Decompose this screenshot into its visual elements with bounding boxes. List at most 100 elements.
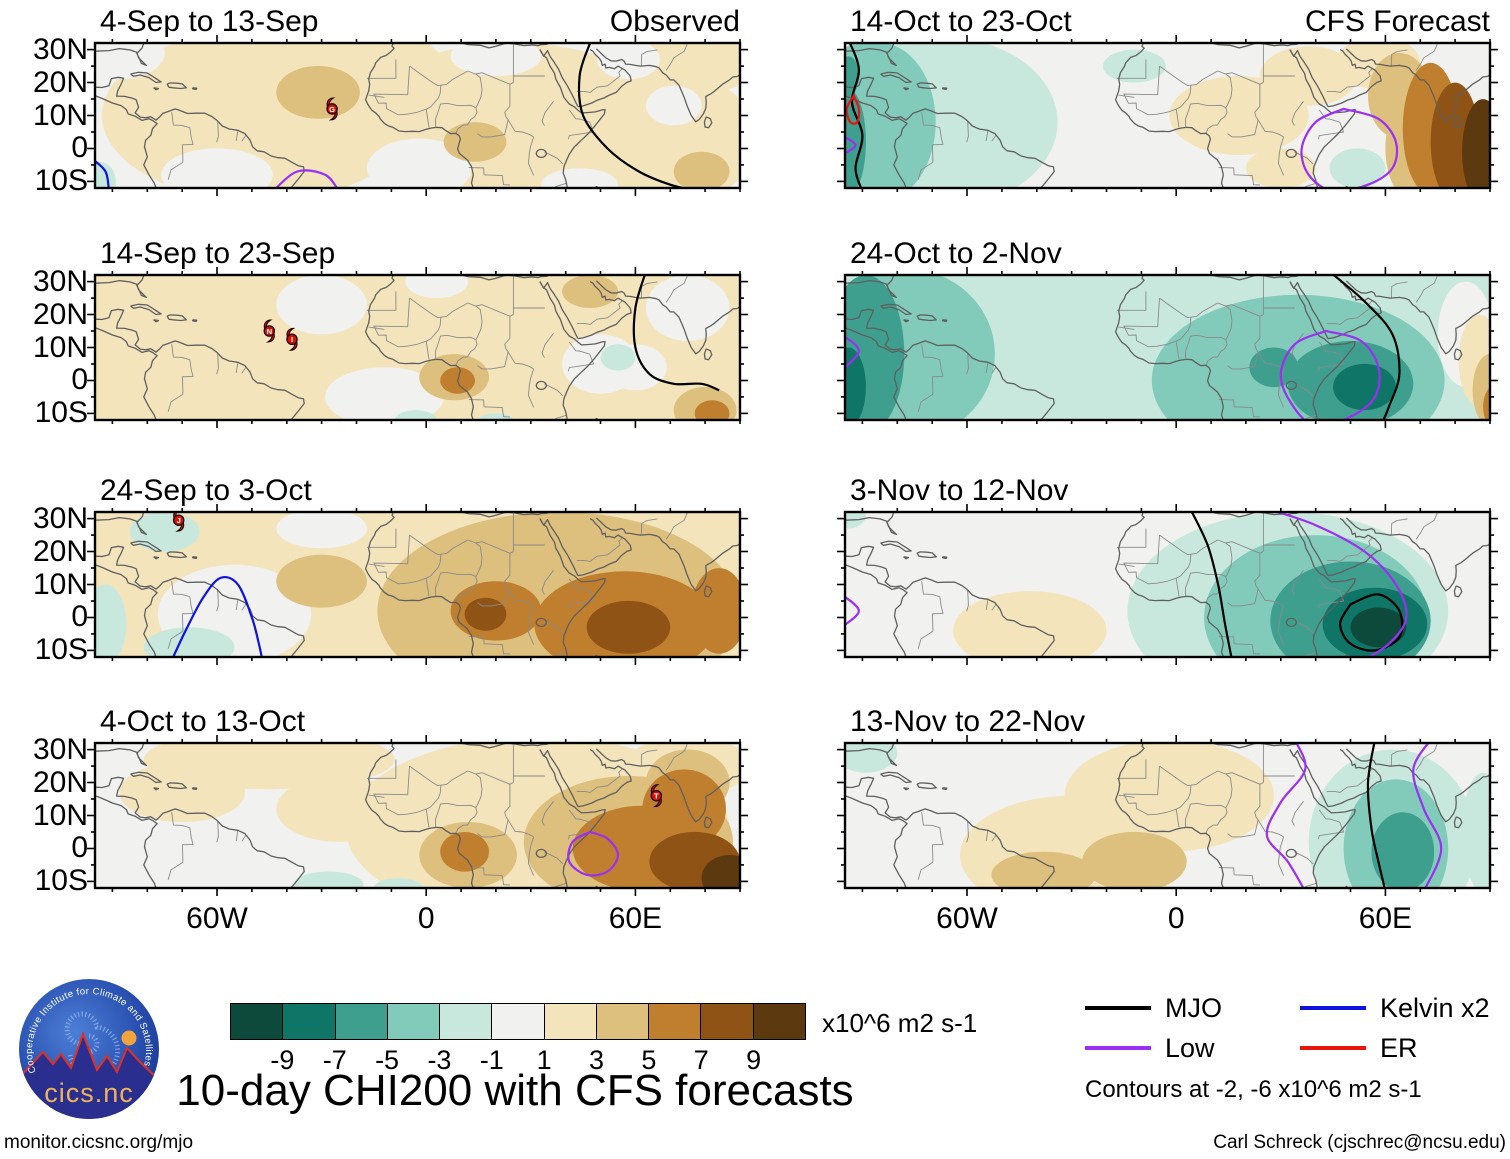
country-borders <box>167 743 689 888</box>
map-field: G <box>95 43 740 188</box>
low-contour <box>845 595 861 627</box>
lat-axis-label: 20N <box>32 65 88 99</box>
panel-title: 24-Sep to 3-Oct <box>100 474 312 507</box>
kelvin-contour <box>172 575 263 657</box>
map-panel-3: T <box>87 735 748 896</box>
kelvin-contour <box>95 159 110 188</box>
country-borders <box>917 512 1439 657</box>
kelvin-line-swatch <box>1300 1006 1366 1010</box>
panel-title: 4-Sep to 13-Sep <box>100 5 319 38</box>
colorbar-cell <box>544 1004 597 1039</box>
lat-axis-label: 30N <box>32 501 88 535</box>
lat-axis-label: 10N <box>32 798 88 832</box>
mjo-contour <box>632 275 720 392</box>
svg-text:N: N <box>267 327 272 336</box>
country-borders <box>167 275 689 420</box>
map-field <box>845 743 1490 888</box>
column-source-label: Observed <box>609 5 740 38</box>
tropical-cyclone-icon: I <box>286 327 298 351</box>
coastlines <box>95 512 740 657</box>
mjo-contour <box>1331 275 1401 420</box>
map-field <box>845 43 1490 188</box>
tropical-cyclone-icon: T <box>650 784 663 808</box>
coastlines <box>95 275 740 420</box>
panel-frame <box>93 510 742 659</box>
mjo-contour <box>848 43 864 188</box>
lat-axis-label: 20N <box>32 297 88 331</box>
map-field: N I <box>95 275 740 420</box>
panel-frame <box>843 510 1492 659</box>
footer-url[interactable]: monitor.cicsnc.org/mjo <box>4 1132 194 1153</box>
tropical-cyclone-icon: J <box>172 512 185 532</box>
panel-title: 13-Nov to 22-Nov <box>850 705 1086 738</box>
panel-frame <box>93 273 742 422</box>
country-borders <box>917 275 1439 420</box>
panel-title: 3-Nov to 12-Nov <box>850 474 1069 507</box>
low-line-swatch <box>1085 1046 1151 1050</box>
tropical-cyclone-icon: G <box>326 97 338 121</box>
colorbar-tick-label: 9 <box>746 1045 762 1075</box>
map-panel-0: G <box>87 35 748 196</box>
column-source-label: CFS Forecast <box>1304 5 1490 38</box>
axis-ticks <box>87 735 748 896</box>
colorbar-tick-label: -7 <box>322 1045 347 1075</box>
colorbar-units: x10^6 m2 s-1 <box>822 1008 978 1038</box>
country-borders <box>167 43 689 188</box>
colorbar-tick-label: 1 <box>536 1045 552 1075</box>
svg-text:T: T <box>654 792 659 801</box>
low-contour <box>1300 107 1399 188</box>
coastlines <box>95 743 740 888</box>
map-panel-4 <box>837 35 1498 196</box>
legend-item-kelvin: Kelvin x2 <box>1300 988 1510 1028</box>
tropical-cyclone-icon: N <box>263 319 276 343</box>
lon-axis-label: 0 <box>1167 902 1185 935</box>
svg-text:G: G <box>329 105 335 114</box>
panel-title: 14-Oct to 23-Oct <box>850 5 1072 38</box>
lat-axis-label: 0 <box>71 363 88 397</box>
legend-item-mjo: MJO <box>1085 988 1300 1028</box>
footer-credit: Carl Schreck (cjschrec@ncsu.edu) <box>1213 1132 1506 1153</box>
colorbar-tick-label: -5 <box>375 1045 400 1075</box>
map-panel-2: J <box>87 504 748 665</box>
mjo-contour <box>1338 593 1404 652</box>
panel-frame <box>93 41 742 190</box>
colorbar-cell <box>649 1004 702 1039</box>
low-contour <box>1279 329 1381 420</box>
logo-wordmark: cics.nc <box>44 1078 134 1108</box>
colorbar <box>230 1003 806 1040</box>
lon-axis-label: 60W <box>936 902 998 935</box>
logo-mountains <box>19 1031 159 1119</box>
lat-axis-label: 10N <box>32 98 88 132</box>
lat-axis-label: 10N <box>32 567 88 601</box>
mjo-contour <box>1366 743 1386 888</box>
panel-title: 14-Sep to 23-Sep <box>100 237 336 270</box>
mjo-contour <box>577 43 688 188</box>
logo-binary-spiral <box>64 1011 121 1078</box>
legend-item-low: Low <box>1085 1028 1300 1068</box>
er-line-swatch <box>1300 1046 1366 1050</box>
colorbar-cell <box>283 1004 336 1039</box>
panel-title: 24-Oct to 2-Nov <box>850 237 1062 270</box>
colorbar-tick-label: 7 <box>693 1045 709 1075</box>
er-contour <box>845 93 861 125</box>
colorbar-cell <box>231 1004 284 1039</box>
map-field <box>845 512 1490 657</box>
colorbar-tick-label: -9 <box>270 1045 295 1075</box>
legend-label: Kelvin x2 <box>1380 992 1490 1023</box>
legend-items: MJO Low Kelvin x2 ER <box>1085 988 1510 1068</box>
lat-axis-label: 0 <box>71 131 88 165</box>
map-field: T <box>95 743 740 888</box>
map-panel-7 <box>837 735 1498 896</box>
colorbar-tick-label: -1 <box>479 1045 504 1075</box>
colorbar-cell <box>701 1004 754 1039</box>
colorbar-cell <box>753 1004 805 1039</box>
low-contour <box>845 335 861 369</box>
svg-text:I: I <box>291 335 293 344</box>
colorbar-cell <box>440 1004 493 1039</box>
map-field: J <box>95 512 740 657</box>
colorbar-cell <box>492 1004 545 1039</box>
lat-axis-label: 20N <box>32 534 88 568</box>
lat-axis-label: 10S <box>34 164 88 198</box>
colorbar-tick-label: 5 <box>641 1045 657 1075</box>
